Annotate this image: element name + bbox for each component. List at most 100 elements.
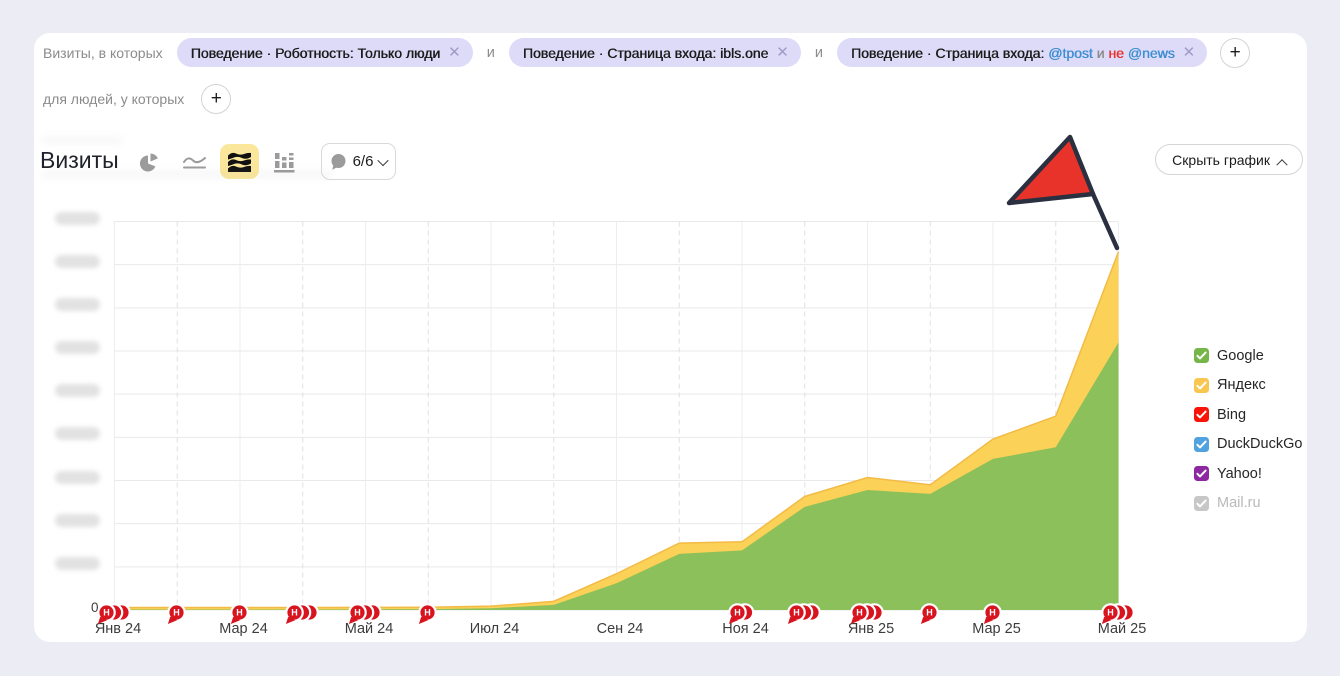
svg-text:Н: Н: [856, 608, 863, 618]
y-axis-label-blurred: [55, 341, 100, 354]
y-axis-label-blurred: [55, 254, 100, 268]
x-axis-label: Май 25: [1097, 621, 1147, 637]
chip-prefix: Поведение · Страница входа:: [850, 44, 1049, 61]
blurred-text-remnant: [42, 171, 332, 178]
filter-chip-text: Поведение · Страница входа: ibls.one: [522, 44, 769, 61]
legend-item-bing[interactable]: Bing: [1194, 406, 1302, 423]
y-axis-label-blurred: [55, 297, 100, 311]
comments-count: 6/6: [352, 153, 374, 170]
comment-marker-icon[interactable]: Н: [417, 603, 445, 633]
blurred-text-remnant: [42, 137, 122, 144]
add-visit-condition-button[interactable]: +: [1220, 37, 1251, 68]
comment-marker-icon[interactable]: Н: [919, 603, 947, 633]
svg-text:Н: Н: [734, 608, 741, 618]
y-axis-label-blurred: [55, 556, 100, 570]
comment-marker-icon[interactable]: Н: [229, 603, 257, 633]
filter-chip-text: Поведение · Страница входа: @tpost и не …: [851, 45, 1175, 61]
add-people-condition-button[interactable]: +: [201, 83, 232, 114]
filter-chip-entry-page-tpost[interactable]: Поведение · Страница входа: @tpost и не …: [836, 38, 1208, 67]
comment-marker-icon[interactable]: Н: [727, 603, 763, 633]
filter-chip-entry-page-ibls[interactable]: Поведение · Страница входа: ibls.one ✕: [508, 38, 801, 67]
x-axis-label: Май 24: [344, 621, 394, 637]
comment-marker-icon[interactable]: Н: [347, 603, 390, 633]
hide-chart-button[interactable]: Скрыть график: [1155, 144, 1303, 175]
comment-marker-icon[interactable]: Н: [849, 603, 892, 633]
hide-chart-label: Скрыть график: [1172, 151, 1270, 168]
chevron-down-icon: [377, 154, 390, 166]
legend-label: Mail.ru: [1217, 495, 1261, 511]
filter-chip-text: Поведение · Роботность: Только люди: [190, 44, 441, 61]
comment-marker-icon[interactable]: Н: [1100, 603, 1143, 633]
legend-item-google[interactable]: Google: [1194, 347, 1302, 364]
bar-chart-icon[interactable]: [274, 152, 295, 173]
filter-connector-and: и: [486, 44, 495, 61]
filter-row1-label: Визиты, в которых: [43, 44, 163, 61]
x-axis-label: Янв 24: [94, 621, 142, 637]
legend-item-mailru[interactable]: Mail.ru: [1194, 495, 1302, 511]
plot-area: [114, 221, 1120, 611]
metric-title: Визиты: [40, 147, 119, 173]
legend-item-duckduckgo[interactable]: DuckDuckGo: [1194, 436, 1303, 452]
y-axis-label-blurred: [55, 513, 100, 527]
legend-label: DuckDuckGo: [1217, 436, 1303, 452]
legend-label: Яндекс: [1217, 377, 1266, 393]
checkbox-checked-icon[interactable]: [1194, 436, 1209, 452]
x-axis-label: Мар 25: [972, 621, 1021, 637]
chart-legend: Google Яндекс Bing DuckDuckGo Yahoo! Mai…: [1194, 348, 1302, 511]
legend-label: Bing: [1217, 406, 1247, 423]
chip-connector: и: [1092, 44, 1109, 61]
chart-toolbar: Визиты: [34, 143, 1307, 183]
y-axis-label-blurred: [55, 211, 100, 225]
chip-term-tpost: @tpost: [1048, 44, 1093, 61]
svg-text:Н: Н: [926, 608, 933, 618]
filter-row2-label: для людей, у которых: [43, 90, 185, 107]
checkbox-checked-icon[interactable]: [1194, 377, 1209, 393]
x-axis-label: Янв 25: [847, 621, 895, 637]
checkbox-checked-icon[interactable]: [1194, 466, 1209, 481]
legend-item-yahoo[interactable]: Yahoo!: [1194, 465, 1302, 482]
stacked-area-chart-icon-selected[interactable]: [220, 144, 259, 179]
filter-chip-robotness[interactable]: Поведение · Роботность: Только люди ✕: [176, 38, 473, 67]
svg-text:Н: Н: [291, 608, 298, 618]
chip-negation: не: [1108, 44, 1124, 61]
svg-text:Н: Н: [236, 608, 243, 618]
legend-item-yandex[interactable]: Яндекс: [1194, 377, 1302, 393]
comments-dropdown-button[interactable]: 6/6: [321, 143, 396, 180]
chevron-up-icon: [1276, 158, 1288, 170]
svg-text:Н: Н: [354, 608, 361, 618]
x-axis-label: Июл 24: [469, 621, 520, 637]
checkbox-checked-icon[interactable]: [1194, 407, 1209, 422]
svg-text:Н: Н: [424, 608, 431, 618]
svg-text:Н: Н: [989, 608, 996, 618]
checkbox-checked-icon[interactable]: [1194, 495, 1209, 511]
checkbox-checked-icon[interactable]: [1194, 348, 1209, 363]
svg-text:Н: Н: [103, 608, 110, 618]
widget-card: Визиты, в которых Поведение · Роботность…: [34, 33, 1307, 642]
x-axis-label: Мар 24: [219, 621, 268, 637]
people-filter-row: для людей, у которых +: [43, 83, 232, 114]
comment-marker-icon[interactable]: Н: [982, 603, 1010, 633]
comment-marker-icon[interactable]: Н: [96, 603, 139, 633]
line-chart-icon[interactable]: [183, 153, 207, 173]
close-icon[interactable]: ✕: [776, 44, 789, 61]
svg-text:Н: Н: [173, 608, 180, 618]
comment-marker-icon[interactable]: Н: [166, 603, 194, 633]
x-axis-label: Сен 24: [596, 621, 644, 637]
y-axis-zero-label: 0: [91, 600, 99, 615]
comment-marker-icon[interactable]: Н: [284, 603, 327, 633]
comment-marker-icon[interactable]: Н: [786, 603, 829, 633]
y-axis-label-blurred: [55, 470, 100, 484]
legend-label: Google: [1217, 347, 1264, 364]
svg-text:Н: Н: [1107, 608, 1114, 618]
close-icon[interactable]: ✕: [1182, 44, 1196, 61]
y-axis-label-blurred: [55, 384, 100, 398]
chip-term-news: @news: [1123, 44, 1175, 61]
speech-bubble-icon: [331, 154, 346, 170]
filter-connector-and: и: [814, 44, 823, 61]
segment-filter-row: Визиты, в которых Поведение · Роботность…: [43, 37, 1251, 68]
pie-chart-icon[interactable]: [139, 153, 159, 173]
svg-text:Н: Н: [793, 608, 800, 618]
legend-label: Yahoo!: [1217, 465, 1262, 482]
close-icon[interactable]: ✕: [448, 44, 461, 61]
